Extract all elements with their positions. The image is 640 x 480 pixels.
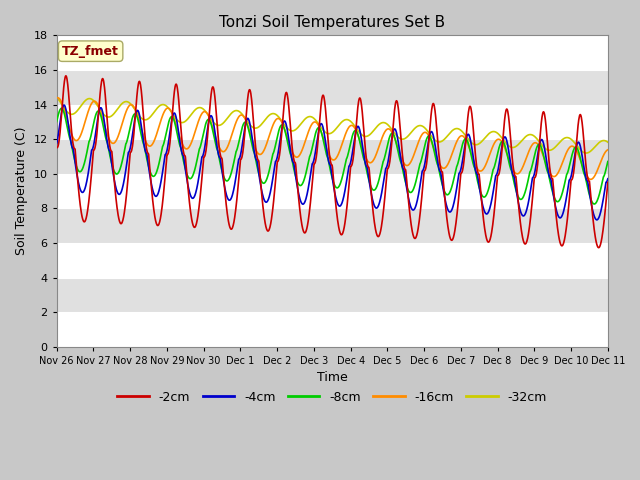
Bar [57, 174, 608, 208]
Bar [57, 243, 608, 277]
Bar [57, 36, 608, 70]
Bar [57, 70, 608, 105]
Legend: -2cm, -4cm, -8cm, -16cm, -32cm: -2cm, -4cm, -8cm, -16cm, -32cm [113, 386, 552, 409]
X-axis label: Time: Time [317, 372, 348, 384]
Bar [57, 277, 608, 312]
Bar [57, 208, 608, 243]
Text: TZ_fmet: TZ_fmet [62, 45, 119, 58]
Bar [57, 312, 608, 347]
Bar [57, 139, 608, 174]
Bar [57, 105, 608, 139]
Y-axis label: Soil Temperature (C): Soil Temperature (C) [15, 127, 28, 255]
Title: Tonzi Soil Temperatures Set B: Tonzi Soil Temperatures Set B [219, 15, 445, 30]
